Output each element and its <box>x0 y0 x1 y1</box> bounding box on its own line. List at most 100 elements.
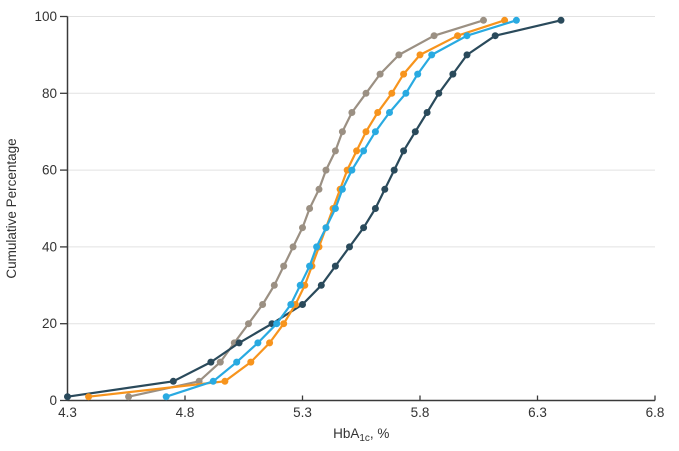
series-light-blue-point-p95 <box>463 32 471 40</box>
series-orange-point-p5 <box>221 377 229 385</box>
series-tan-gray-point-p90 <box>395 51 403 59</box>
series-tan-gray-point-p85 <box>376 70 384 78</box>
series-orange-point-p65 <box>353 147 361 155</box>
series-orange-point-p75 <box>374 109 382 116</box>
series-tan-gray-point-p20 <box>245 320 252 328</box>
data-series <box>64 16 565 401</box>
x-tick-label-6.3: 6.3 <box>528 405 547 420</box>
series-orange-point-p1 <box>85 393 93 401</box>
y-tick-label-60: 60 <box>42 163 57 178</box>
x-tick-label-5.8: 5.8 <box>411 405 430 420</box>
x-tick-label-4.8: 4.8 <box>176 405 195 420</box>
series-tan-gray-point-p99 <box>480 16 487 24</box>
series-tan-gray-point-p25 <box>259 301 267 308</box>
series-dark-blue-point-p75 <box>423 109 431 116</box>
series-tan-gray-point-p35 <box>280 262 288 270</box>
y-tick-label-100: 100 <box>34 9 57 24</box>
y-tick-label-80: 80 <box>42 86 57 101</box>
y-tick-label-40: 40 <box>42 239 57 254</box>
series-orange-point-p10 <box>247 358 255 366</box>
x-axis-title: HbA1c, % <box>333 426 389 444</box>
x-tick-label-6.8: 6.8 <box>646 405 665 420</box>
series-dark-blue-line <box>66 19 563 398</box>
series-tan-gray-point-p95 <box>430 32 438 40</box>
axis-labels: 0 20 40 60 80 100 4.3 4.8 5.3 5.8 6.3 6.8 Cumulative… <box>4 9 664 444</box>
series-dark-blue-point-p80 <box>435 89 443 97</box>
series-tan-gray-point-p65 <box>331 147 339 155</box>
series-light-blue-point-p10 <box>233 358 241 366</box>
series-light-blue-point-p50 <box>331 205 339 212</box>
series-light-blue-point-p35 <box>306 262 314 270</box>
series-light-blue-point-p90 <box>428 51 436 59</box>
series-dark-blue-point-p95 <box>491 32 499 40</box>
series-dark-blue-point-p65 <box>400 147 408 155</box>
series-light-blue-point-p30 <box>296 281 304 289</box>
y-axis-title: Cumulative Percentage <box>4 138 19 278</box>
series-tan-gray-point-p50 <box>306 205 314 212</box>
series-tan-gray-point-p75 <box>348 109 356 116</box>
series-light-blue-point-p45 <box>322 224 330 232</box>
series-light-blue-point-p55 <box>338 185 346 193</box>
gridlines <box>67 16 655 325</box>
series-tan-gray-point-p30 <box>270 281 278 289</box>
series-tan-gray <box>125 16 487 401</box>
series-light-blue-point-p75 <box>386 109 393 116</box>
series-tan-gray-point-p70 <box>338 128 346 136</box>
series-tan-gray-point-p80 <box>362 89 370 97</box>
series-dark-blue-point-p40 <box>346 243 353 251</box>
series-tan-gray-point-p45 <box>299 224 306 232</box>
series-orange-point-p90 <box>416 51 424 59</box>
series-dark-blue-point-p90 <box>463 51 471 59</box>
series-dark-blue-point-p50 <box>371 205 379 212</box>
series-tan-gray-point-p60 <box>322 166 330 174</box>
series-light-blue-point-p70 <box>371 128 379 136</box>
series-dark-blue-point-p55 <box>381 185 389 193</box>
series-dark-blue-point-p99 <box>557 16 565 24</box>
x-tick-label-4.3: 4.3 <box>58 405 77 420</box>
series-light-blue-point-p85 <box>414 70 422 78</box>
series-light-blue-point-p80 <box>402 89 410 97</box>
series-dark-blue-point-p25 <box>299 301 306 308</box>
series-orange-point-p70 <box>362 128 370 136</box>
series-light-blue-point-p40 <box>313 243 321 251</box>
series-dark-blue-point-p70 <box>411 128 419 136</box>
x-tick-label-5.3: 5.3 <box>293 405 312 420</box>
series-orange-point-p95 <box>454 32 462 40</box>
series-light-blue-point-p65 <box>360 147 368 155</box>
series-light-blue-point-p1 <box>162 393 170 401</box>
series-tan-gray-point-p55 <box>315 185 323 193</box>
series-dark-blue-point-p15 <box>235 339 243 347</box>
series-light-blue-point-p99 <box>512 16 520 24</box>
series-light-blue <box>162 16 520 401</box>
series-orange-point-p20 <box>280 320 288 328</box>
series-light-blue-line <box>165 19 518 398</box>
y-tick-label-20: 20 <box>42 316 57 331</box>
series-tan-gray-point-p40 <box>289 243 297 251</box>
series-dark-blue-point-p60 <box>390 166 398 174</box>
series-dark-blue-point-p5 <box>169 377 177 385</box>
series-dark-blue <box>64 16 565 401</box>
series-light-blue-point-p15 <box>254 339 262 347</box>
series-orange-point-p80 <box>388 89 396 97</box>
series-dark-blue-point-p45 <box>360 224 368 232</box>
series-tan-gray-point-p10 <box>216 358 224 366</box>
series-dark-blue-point-p35 <box>331 262 339 270</box>
series-orange-point-p99 <box>501 16 509 24</box>
series-light-blue-point-p5 <box>209 377 217 385</box>
series-dark-blue-point-p85 <box>449 70 457 78</box>
series-orange-point-p85 <box>400 70 408 78</box>
series-light-blue-point-p25 <box>287 301 295 308</box>
series-orange <box>85 16 509 401</box>
y-tick-label-0: 0 <box>49 393 57 408</box>
series-light-blue-point-p60 <box>348 166 356 174</box>
series-orange-point-p15 <box>266 339 274 347</box>
series-tan-gray-point-p1 <box>125 393 133 401</box>
series-dark-blue-point-p30 <box>317 281 325 289</box>
series-dark-blue-point-p1 <box>64 393 71 401</box>
series-orange-line <box>87 19 506 398</box>
series-light-blue-point-p20 <box>273 320 281 328</box>
series-tan-gray-line <box>127 19 485 398</box>
series-dark-blue-point-p10 <box>207 358 215 366</box>
